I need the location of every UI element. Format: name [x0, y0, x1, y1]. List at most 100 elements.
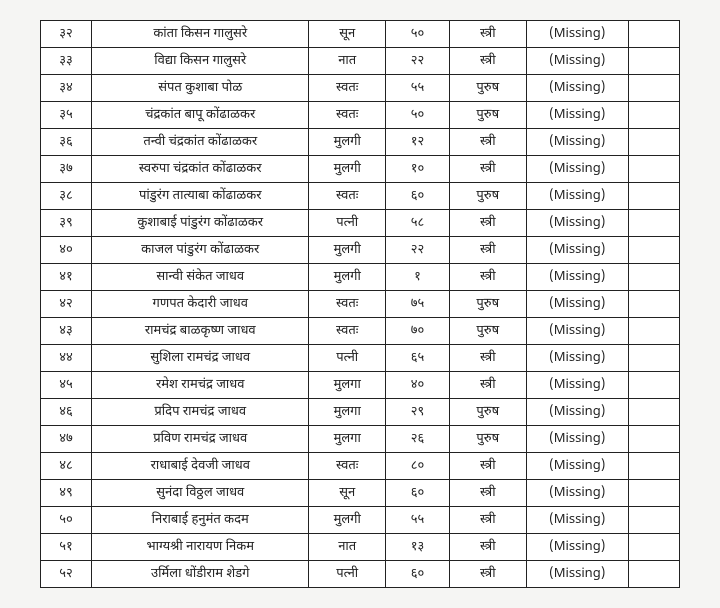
- cell-age: ६५: [386, 345, 450, 372]
- cell-sr: ४३: [41, 318, 92, 345]
- cell-blank: [628, 318, 679, 345]
- cell-relation: मुलगी: [309, 264, 386, 291]
- cell-sr: ४६: [41, 399, 92, 426]
- cell-status: (Missing): [526, 129, 628, 156]
- table-row: ३४संपत कुशाबा पोळस्वतः५५पुरुष(Missing): [41, 75, 680, 102]
- cell-status: (Missing): [526, 75, 628, 102]
- cell-age: ८०: [386, 453, 450, 480]
- cell-blank: [628, 561, 679, 588]
- cell-gender: पुरुष: [449, 399, 526, 426]
- cell-relation: मुलगी: [309, 507, 386, 534]
- cell-status: (Missing): [526, 372, 628, 399]
- cell-age: ६०: [386, 183, 450, 210]
- cell-name: स्वरुपा चंद्रकांत कोंढाळकर: [92, 156, 309, 183]
- table-row: ४५रमेश रामचंद्र जाधवमुलगा४०स्त्री(Missin…: [41, 372, 680, 399]
- cell-relation: नात: [309, 534, 386, 561]
- cell-status: (Missing): [526, 156, 628, 183]
- cell-gender: स्त्री: [449, 237, 526, 264]
- cell-gender: स्त्री: [449, 507, 526, 534]
- cell-gender: पुरुष: [449, 426, 526, 453]
- cell-status: (Missing): [526, 507, 628, 534]
- table-row: ४७प्रविण रामचंद्र जाधवमुलगा२६पुरुष(Missi…: [41, 426, 680, 453]
- table-row: ३६तन्वी चंद्रकांत कोंढाळकरमुलगी१२स्त्री(…: [41, 129, 680, 156]
- cell-relation: नात: [309, 48, 386, 75]
- cell-name: सुनंदा विठ्ठल जाधव: [92, 480, 309, 507]
- cell-blank: [628, 129, 679, 156]
- table-row: ४९सुनंदा विठ्ठल जाधवसून६०स्त्री(Missing): [41, 480, 680, 507]
- cell-age: १२: [386, 129, 450, 156]
- cell-gender: पुरुष: [449, 183, 526, 210]
- cell-blank: [628, 210, 679, 237]
- table-row: ४६प्रदिप रामचंद्र जाधवमुलगा२९पुरुष(Missi…: [41, 399, 680, 426]
- table-row: ३२कांता किसन गालुसरेसून५०स्त्री(Missing): [41, 21, 680, 48]
- cell-name: गणपत केदारी जाधव: [92, 291, 309, 318]
- cell-blank: [628, 183, 679, 210]
- cell-status: (Missing): [526, 102, 628, 129]
- cell-gender: स्त्री: [449, 210, 526, 237]
- cell-status: (Missing): [526, 48, 628, 75]
- cell-relation: पत्नी: [309, 345, 386, 372]
- cell-blank: [628, 372, 679, 399]
- cell-relation: पत्नी: [309, 210, 386, 237]
- cell-relation: स्वतः: [309, 291, 386, 318]
- cell-blank: [628, 534, 679, 561]
- cell-blank: [628, 102, 679, 129]
- cell-relation: सून: [309, 480, 386, 507]
- cell-age: ५५: [386, 75, 450, 102]
- cell-blank: [628, 21, 679, 48]
- cell-age: ५०: [386, 21, 450, 48]
- cell-status: (Missing): [526, 210, 628, 237]
- cell-blank: [628, 453, 679, 480]
- cell-age: ५८: [386, 210, 450, 237]
- cell-name: रमेश रामचंद्र जाधव: [92, 372, 309, 399]
- cell-age: २२: [386, 237, 450, 264]
- cell-gender: स्त्री: [449, 561, 526, 588]
- cell-name: कुशाबाई पांडुरंग कोंढाळकर: [92, 210, 309, 237]
- cell-name: संपत कुशाबा पोळ: [92, 75, 309, 102]
- cell-blank: [628, 507, 679, 534]
- cell-name: विद्या किसन गालुसरे: [92, 48, 309, 75]
- cell-sr: ४५: [41, 372, 92, 399]
- cell-blank: [628, 156, 679, 183]
- cell-status: (Missing): [526, 453, 628, 480]
- cell-blank: [628, 399, 679, 426]
- cell-name: सान्वी संकेत जाधव: [92, 264, 309, 291]
- cell-relation: स्वतः: [309, 183, 386, 210]
- cell-age: १०: [386, 156, 450, 183]
- cell-status: (Missing): [526, 237, 628, 264]
- cell-gender: पुरुष: [449, 291, 526, 318]
- cell-sr: ४४: [41, 345, 92, 372]
- cell-age: ७०: [386, 318, 450, 345]
- cell-sr: ५०: [41, 507, 92, 534]
- cell-name: कांता किसन गालुसरे: [92, 21, 309, 48]
- table-row: ५२उर्मिला धोंडीराम शेडगेपत्नी६०स्त्री(Mi…: [41, 561, 680, 588]
- cell-relation: मुलगी: [309, 156, 386, 183]
- cell-name: चंद्रकांत बापू कोंढाळकर: [92, 102, 309, 129]
- cell-sr: ३२: [41, 21, 92, 48]
- cell-blank: [628, 237, 679, 264]
- cell-gender: स्त्री: [449, 129, 526, 156]
- cell-gender: स्त्री: [449, 48, 526, 75]
- cell-relation: स्वतः: [309, 318, 386, 345]
- cell-blank: [628, 480, 679, 507]
- cell-status: (Missing): [526, 480, 628, 507]
- cell-status: (Missing): [526, 183, 628, 210]
- cell-sr: ३६: [41, 129, 92, 156]
- cell-sr: ५२: [41, 561, 92, 588]
- table-row: ४१सान्वी संकेत जाधवमुलगी१स्त्री(Missing): [41, 264, 680, 291]
- cell-sr: ४२: [41, 291, 92, 318]
- cell-status: (Missing): [526, 264, 628, 291]
- cell-sr: ४९: [41, 480, 92, 507]
- cell-gender: स्त्री: [449, 534, 526, 561]
- table-row: ४४सुशिला रामचंद्र जाधवपत्नी६५स्त्री(Miss…: [41, 345, 680, 372]
- cell-name: पांडुरंग तात्याबा कोंढाळकर: [92, 183, 309, 210]
- cell-name: निराबाई हनुमंत कदम: [92, 507, 309, 534]
- cell-sr: ४७: [41, 426, 92, 453]
- cell-name: भाग्यश्री नारायण निकम: [92, 534, 309, 561]
- cell-status: (Missing): [526, 561, 628, 588]
- cell-name: प्रविण रामचंद्र जाधव: [92, 426, 309, 453]
- cell-relation: स्वतः: [309, 102, 386, 129]
- cell-gender: स्त्री: [449, 453, 526, 480]
- cell-sr: ४१: [41, 264, 92, 291]
- cell-blank: [628, 48, 679, 75]
